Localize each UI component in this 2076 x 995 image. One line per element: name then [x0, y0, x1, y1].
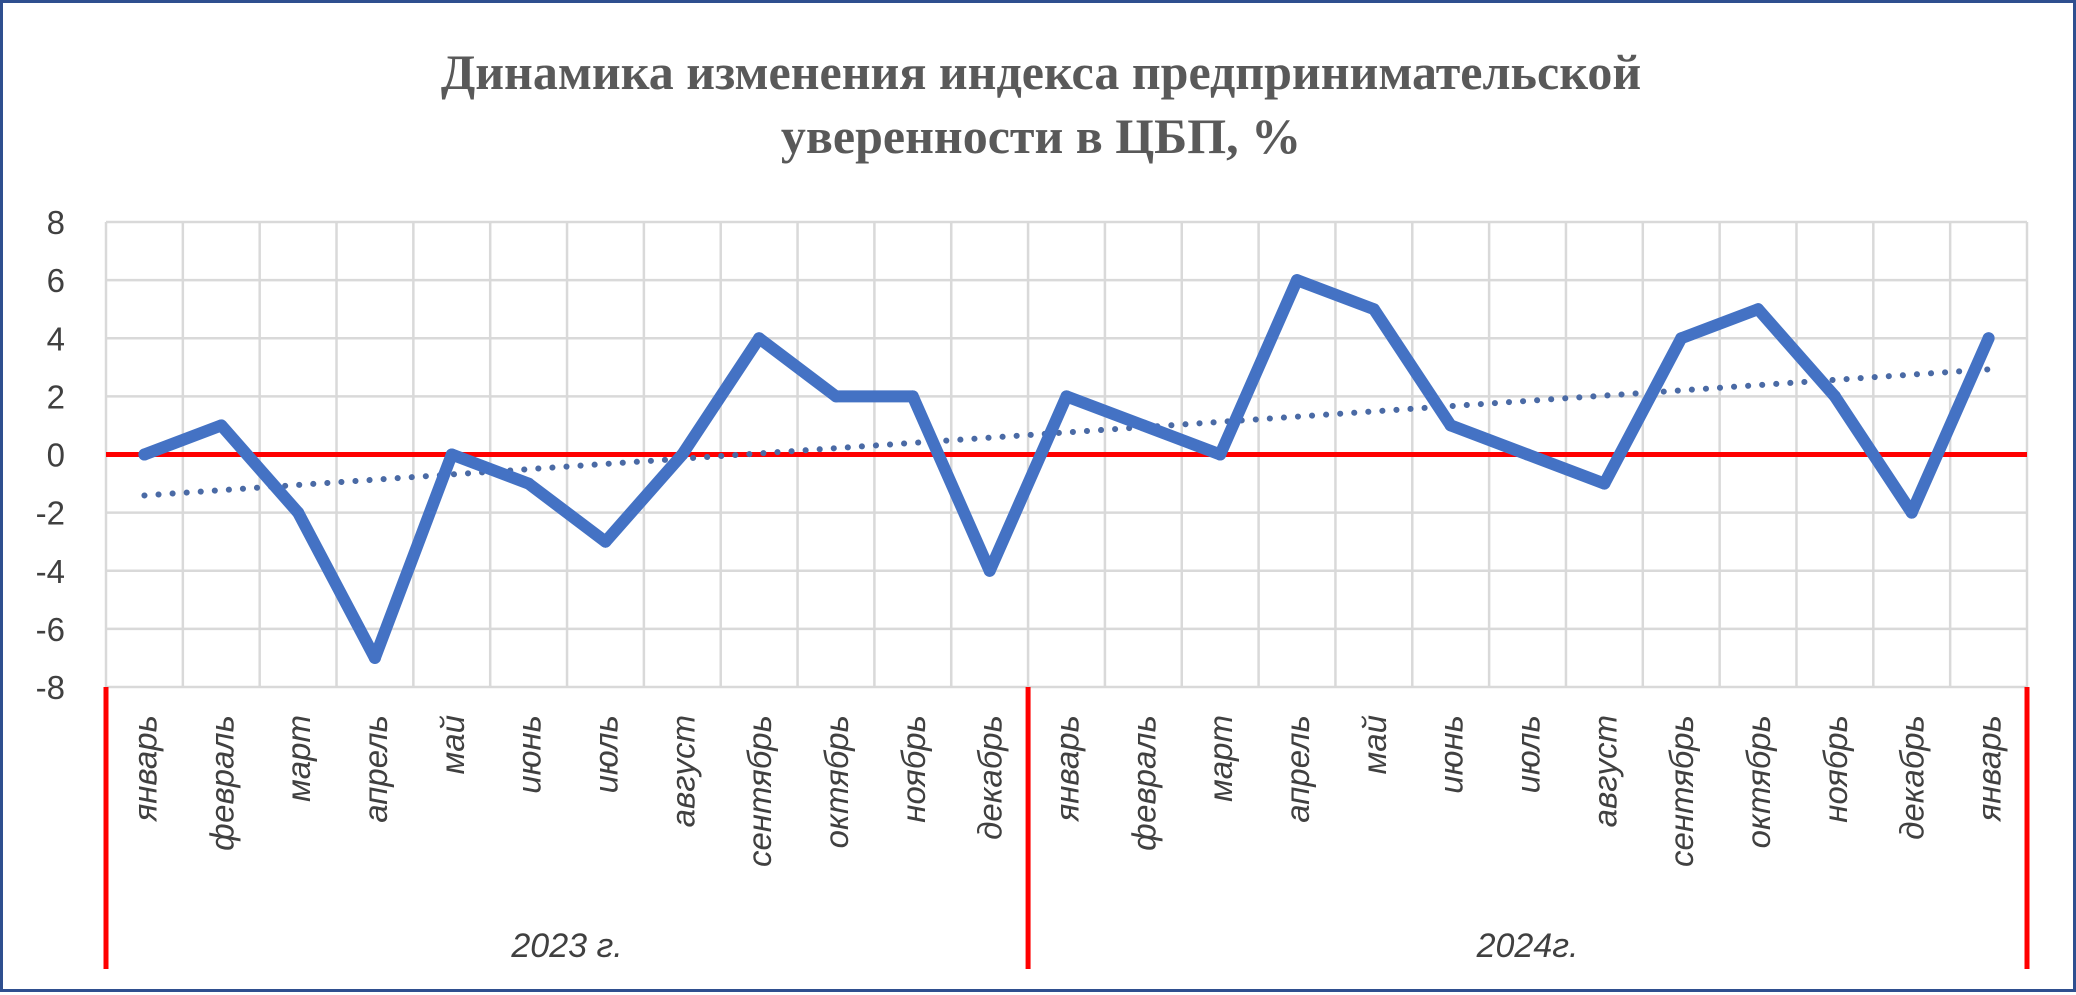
- data-point: [1060, 390, 1073, 403]
- data-point: [1905, 506, 1918, 519]
- x-tick-label: январь: [1971, 715, 2008, 822]
- x-tick-label: сентябрь: [741, 715, 778, 867]
- data-point: [1828, 390, 1841, 403]
- data-point: [829, 390, 842, 403]
- y-tick-label: 0: [47, 437, 65, 474]
- data-point: [138, 448, 151, 461]
- y-axis: 8 6 4 2 0 -2 -4 -6 -8: [36, 204, 65, 706]
- y-tick-label: 4: [47, 320, 65, 357]
- chart: Динамика изменения индекса предпринимате…: [36, 44, 2030, 969]
- data-point: [1367, 303, 1380, 316]
- x-tick-label: март: [1202, 715, 1239, 802]
- y-tick-label: -8: [36, 669, 65, 706]
- data-point: [599, 535, 612, 548]
- y-tick-label: -4: [36, 553, 65, 590]
- x-tick-label: февраль: [1125, 715, 1162, 851]
- x-tick-label: май: [434, 715, 471, 774]
- series-line-0: [138, 274, 1995, 664]
- chart-title-line-1: Динамика изменения индекса предпринимате…: [441, 44, 1641, 100]
- trendline-path: [141, 366, 1992, 499]
- data-point: [215, 419, 228, 432]
- data-point: [292, 506, 305, 519]
- data-point: [368, 651, 381, 664]
- y-tick-label: -2: [36, 495, 65, 532]
- x-tick-label: сентябрь: [1663, 715, 1700, 867]
- data-point: [445, 448, 458, 461]
- data-point: [1521, 448, 1534, 461]
- data-point: [1291, 274, 1304, 287]
- x-tick-label: июнь: [1433, 715, 1470, 794]
- data-point: [676, 448, 689, 461]
- x-tick-label: август: [664, 715, 701, 827]
- data-point: [753, 332, 766, 345]
- chart-title-line-2: уверенности в ЦБП, %: [781, 108, 1301, 164]
- data-point: [1444, 419, 1457, 432]
- x-tick-label: апрель: [1279, 715, 1316, 823]
- group-label-0: 2023 г.: [510, 927, 622, 965]
- data-point: [1752, 303, 1765, 316]
- data-point: [906, 390, 919, 403]
- y-tick-label: 8: [47, 204, 65, 241]
- data-point: [1598, 477, 1611, 490]
- trendline: [141, 366, 1992, 499]
- x-tick-label: июль: [587, 715, 624, 793]
- y-tick-label: 6: [47, 262, 65, 299]
- x-tick-label: июль: [1510, 715, 1547, 793]
- y-tick-label: 2: [47, 378, 65, 415]
- data-point: [522, 477, 535, 490]
- x-tick-label: октябрь: [1740, 715, 1777, 848]
- x-tick-label: февраль: [203, 715, 240, 851]
- group-label-1: 2024г.: [1476, 927, 1579, 965]
- y-tick-label: -6: [36, 611, 65, 648]
- x-tick-label: январь: [126, 715, 163, 822]
- x-tick-label: декабрь: [1894, 715, 1931, 840]
- x-tick-label: март: [280, 715, 317, 802]
- x-tick-label: август: [1586, 715, 1623, 827]
- x-tick-label: октябрь: [818, 715, 855, 848]
- x-tick-label: декабрь: [972, 715, 1009, 840]
- data-point: [983, 564, 996, 577]
- x-tick-label: апрель: [357, 715, 394, 823]
- x-tick-label: январь: [1049, 715, 1086, 822]
- x-axis-groups: 2023 г. 2024г.: [103, 687, 2030, 969]
- x-tick-label: май: [1356, 715, 1393, 774]
- series: [138, 274, 1995, 664]
- data-point: [1982, 332, 1995, 345]
- data-point: [1214, 448, 1227, 461]
- data-point: [1137, 419, 1150, 432]
- x-tick-label: ноябрь: [895, 715, 932, 823]
- x-tick-label: ноябрь: [1817, 715, 1854, 823]
- x-tick-label: июнь: [511, 715, 548, 794]
- x-axis: январь февраль март апрель май июнь июль август…: [126, 715, 2007, 867]
- data-point: [1675, 332, 1688, 345]
